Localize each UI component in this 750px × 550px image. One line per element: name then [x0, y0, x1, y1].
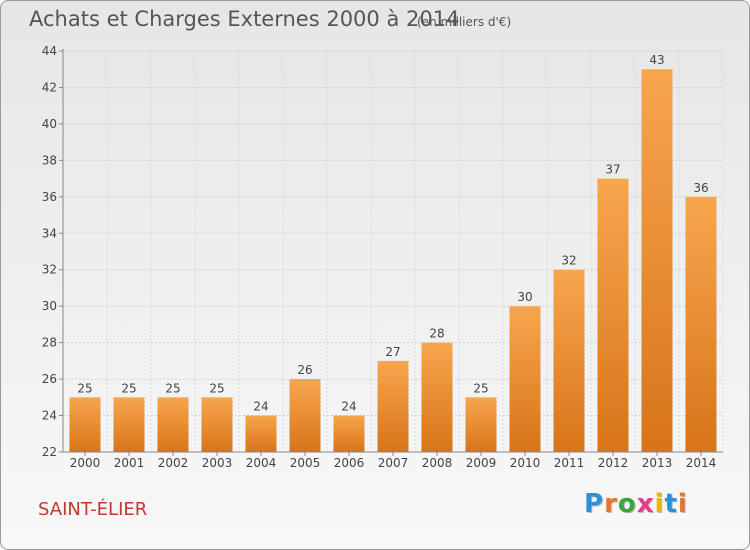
logo-letter: i: [677, 489, 688, 519]
bar-value-label: 25: [473, 381, 488, 395]
chart-subtitle: (en milliers d'€): [417, 15, 512, 29]
x-tick-label: 2009: [466, 456, 497, 470]
bar-value-label: 37: [605, 163, 620, 177]
x-tick-label: 2011: [554, 456, 585, 470]
x-tick-label: 2005: [290, 456, 321, 470]
logo-letter: P: [584, 489, 605, 519]
y-tick-label: 40: [42, 117, 57, 131]
bar-2011: [553, 269, 585, 452]
bar-2004: [245, 415, 277, 452]
bar-2007: [377, 360, 409, 452]
bar-2001: [113, 397, 145, 452]
y-tick-label: 42: [42, 80, 57, 94]
x-tick-label: 2002: [158, 456, 189, 470]
x-tick-label: 2001: [114, 456, 145, 470]
bar-value-label: 28: [429, 327, 444, 341]
bar-2006: [333, 415, 365, 452]
commune-name: SAINT-ÉLIER: [38, 499, 148, 520]
bar-value-label: 25: [121, 381, 136, 395]
bar-2009: [465, 397, 497, 452]
x-tick-label: 2004: [246, 456, 277, 470]
bar-value-label: 32: [561, 254, 576, 268]
bar-2012: [597, 178, 629, 452]
x-tick-label: 2014: [686, 456, 717, 470]
x-tick-label: 2008: [422, 456, 453, 470]
logo-letter: i: [654, 489, 665, 519]
x-tick-label: 2006: [334, 456, 365, 470]
logo-letter: o: [617, 489, 637, 519]
logo-letter: x: [636, 489, 655, 519]
x-tick-label: 2012: [598, 456, 629, 470]
chart-title: Achats et Charges Externes 2000 à 2014: [29, 7, 460, 31]
x-tick-label: 2000: [70, 456, 101, 470]
bar-2010: [509, 306, 541, 452]
bar-value-label: 30: [517, 290, 532, 304]
bar-2008: [421, 342, 453, 452]
y-tick-label: 26: [42, 372, 57, 386]
bar-2005: [289, 379, 321, 452]
bar-2000: [69, 397, 101, 452]
proxiti-logo: Proxiti: [584, 489, 688, 519]
y-tick-label: 24: [42, 409, 57, 423]
y-tick-label: 36: [42, 190, 57, 204]
y-tick-label: 22: [42, 445, 57, 459]
bar-value-label: 24: [341, 400, 356, 414]
bar-value-label: 25: [77, 381, 92, 395]
bar-value-label: 25: [209, 381, 224, 395]
bar-2013: [641, 69, 673, 453]
logo-letter: t: [664, 489, 678, 519]
bar-value-label: 25: [165, 381, 180, 395]
x-tick-label: 2007: [378, 456, 409, 470]
bar-2014: [685, 196, 717, 452]
logo-letter: r: [604, 489, 618, 519]
x-tick-label: 2003: [202, 456, 233, 470]
bar-2003: [201, 397, 233, 452]
bar-value-label: 26: [297, 363, 312, 377]
bar-value-label: 43: [649, 53, 664, 67]
y-tick-label: 32: [42, 263, 57, 277]
y-tick-label: 28: [42, 336, 57, 350]
y-tick-label: 44: [42, 44, 57, 58]
x-tick-label: 2010: [510, 456, 541, 470]
bar-value-label: 27: [385, 345, 400, 359]
bar-value-label: 24: [253, 400, 268, 414]
bar-value-label: 36: [693, 181, 708, 195]
y-tick-label: 38: [42, 153, 57, 167]
x-tick-label: 2013: [642, 456, 673, 470]
bar-2002: [157, 397, 189, 452]
y-tick-label: 34: [42, 226, 57, 240]
y-tick-label: 30: [42, 299, 57, 313]
